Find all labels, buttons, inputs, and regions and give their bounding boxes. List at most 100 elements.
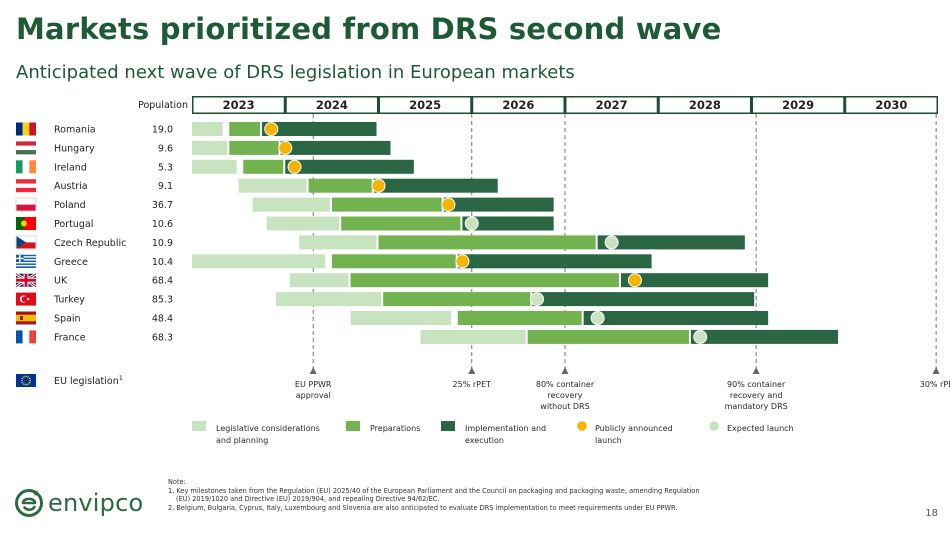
preparations-bar [457, 311, 582, 325]
announced-launch-marker [278, 140, 293, 155]
legislative-bar [350, 311, 452, 325]
legislative-bar [238, 178, 307, 193]
eu-legislation-label: EU legislation1 [54, 374, 123, 387]
milestone-label: 80% container [536, 380, 595, 389]
country-name: Poland [54, 200, 86, 211]
milestone-label: 90% container [727, 380, 786, 389]
country-name: Spain [54, 314, 81, 325]
implementation-bar [261, 122, 377, 136]
year-label: 2026 [502, 98, 534, 112]
milestone-arrow-icon [309, 367, 317, 374]
flag-es-icon [16, 311, 36, 325]
year-cell [566, 97, 657, 113]
preparations-bar [350, 273, 619, 288]
population-header: Population [138, 100, 188, 111]
legislative-bar [192, 140, 228, 155]
legend-item: Preparations [346, 421, 420, 433]
year-label: 2029 [782, 98, 814, 112]
population-value: 68.3 [152, 332, 173, 343]
legislative-bar [192, 159, 237, 174]
year-label: 2024 [316, 98, 348, 112]
milestone-label: approval [296, 391, 331, 400]
year-label: 2025 [409, 98, 441, 112]
flag-ie-icon [16, 160, 36, 174]
flag-gr-icon [16, 254, 36, 268]
legislative-bar [266, 216, 340, 231]
year-label: 2030 [875, 98, 907, 112]
legislative-bar [252, 197, 330, 212]
implementation-bar [443, 197, 554, 212]
milestone-label: recovery [547, 391, 582, 400]
note-heading: Note: [168, 478, 186, 486]
preparations-bar [308, 178, 372, 193]
note-item: (EU) 2019/1020 and Directive (EU) 2019/9… [176, 495, 440, 504]
flag-hu-icon [16, 141, 36, 155]
country-row: Romania 19.0 [16, 122, 377, 136]
eu-legislation-superscript: 1 [119, 374, 123, 382]
announced-launch-marker [441, 197, 456, 212]
milestone-label: recovery and [730, 391, 783, 400]
year-cell [380, 97, 471, 113]
year-label: 2027 [596, 98, 628, 112]
expected-launch-marker [530, 292, 545, 307]
announced-launch-marker [371, 178, 386, 193]
milestone-label: without DRS [540, 402, 589, 411]
legislative-bar [299, 235, 377, 250]
announced-launch-marker [455, 254, 470, 269]
year-cell [473, 97, 564, 113]
implementation-bar [457, 254, 652, 269]
year-label: 2028 [689, 98, 721, 112]
logo-text: envipco [48, 489, 144, 517]
population-value: 5.3 [158, 162, 173, 173]
legend-dot [709, 421, 719, 431]
implementation-bar [373, 178, 498, 193]
implementation-bar [280, 140, 391, 155]
expected-launch-marker [464, 216, 479, 231]
milestone-label: EU PPWR [295, 380, 332, 389]
implementation-bar [690, 329, 839, 344]
announced-launch-marker [264, 122, 279, 136]
preparations-bar [527, 329, 689, 344]
year-header-bar [192, 96, 938, 114]
legislative-bar [275, 292, 382, 307]
legislative-bar [192, 254, 326, 269]
legend-label: Implementation and [465, 424, 546, 433]
envipco-logo-icon [15, 489, 43, 517]
year-cell [846, 97, 937, 113]
country-row: Austria 9.1 [16, 178, 498, 193]
legend-item: Expected launch [709, 421, 794, 433]
legislative-bar [192, 122, 223, 136]
preparations-bar [229, 140, 279, 155]
flag-cz-icon [15, 235, 37, 250]
flag-tr-icon [16, 292, 36, 306]
preparations-bar [243, 159, 284, 174]
legend-label: Publicly announced [595, 424, 673, 433]
legislative-bar [420, 329, 526, 344]
population-value: 68.4 [152, 276, 173, 287]
country-row: Spain 48.4 [16, 311, 769, 325]
population-value: 19.0 [152, 125, 173, 136]
flag-fr-icon [16, 330, 36, 344]
legend-label: and planning [216, 436, 268, 445]
note-item: 1. Key milestones taken from the Regulat… [168, 486, 700, 495]
legend-item: Publicly announced launch [577, 421, 673, 445]
expected-launch-marker [604, 235, 619, 250]
milestone-arrow-icon [752, 367, 760, 374]
milestone-label: 30% rPET [920, 380, 950, 389]
legend-item: Legislative considerations and planning [192, 421, 320, 445]
implementation-bar [462, 216, 554, 231]
legend-item: Implementation and execution [441, 421, 546, 445]
note-item: 2. Belgium, Bulgaria, Cyprus, Italy, Lux… [168, 503, 678, 512]
implementation-bar [285, 159, 414, 174]
legend-dot [577, 421, 587, 431]
page-number: 18 [925, 508, 938, 519]
country-row: France 68.3 [16, 329, 839, 344]
population-value: 9.6 [158, 143, 173, 154]
population-value: 48.4 [152, 314, 173, 325]
announced-launch-marker [627, 273, 642, 288]
preparations-bar [331, 254, 456, 269]
population-value: 9.1 [158, 181, 173, 192]
flag-uk-icon [15, 272, 37, 288]
population-value: 10.9 [152, 238, 173, 249]
country-name: UK [54, 276, 68, 287]
